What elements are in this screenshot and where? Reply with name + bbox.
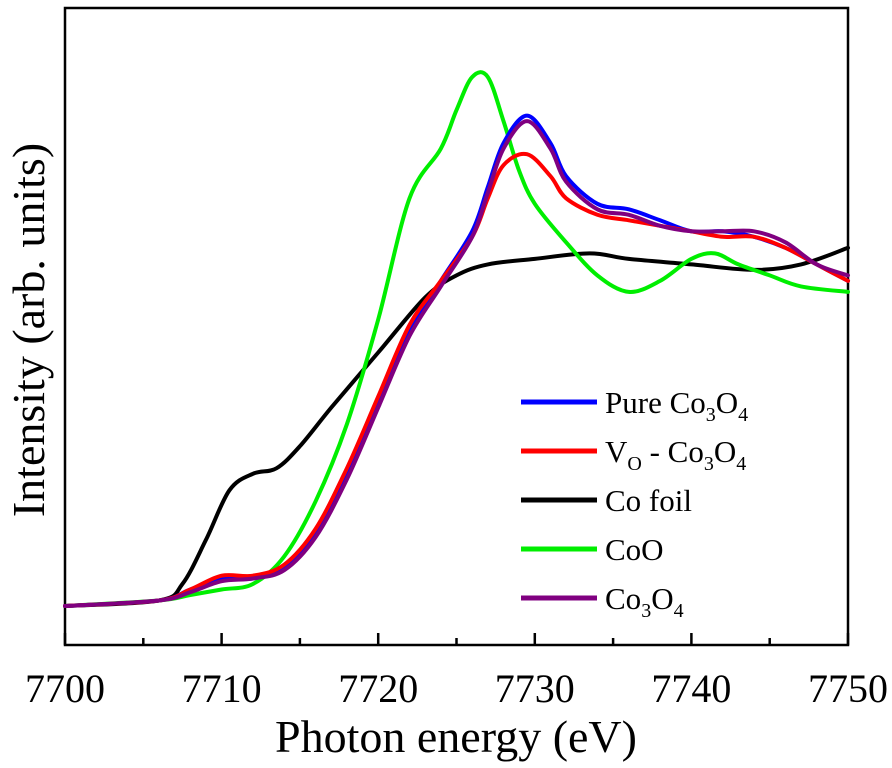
legend-label-vo-co3o4: VO - Co3O4 [605, 434, 746, 475]
y-axis-title: Intensity (arb. units) [3, 143, 54, 517]
x-tick-label-7700: 7700 [25, 666, 105, 711]
series-layer [63, 70, 850, 608]
ticks-layer [63, 633, 850, 645]
legend-label-pure-co3o4: Pure Co3O4 [605, 385, 748, 426]
plot-frame [63, 6, 850, 647]
series-line-pure-co3o4 [63, 113, 850, 608]
x-tick-labels: 7700 7710 7720 7730 7740 7750 [25, 666, 888, 711]
legend: Pure Co3O4 VO - Co3O4 Co foil CoO Co3O4 [521, 385, 748, 622]
x-tick-label-7740: 7740 [651, 666, 731, 711]
legend-label-co3o4: Co3O4 [605, 581, 684, 622]
x-tick-label-7720: 7720 [338, 666, 418, 711]
series-line-coo [63, 70, 850, 608]
legend-label-co-foil: Co foil [605, 483, 692, 518]
series-line-vo-co3o4 [63, 151, 850, 608]
legend-label-coo: CoO [605, 532, 664, 567]
x-tick-label-7750: 7750 [808, 666, 888, 711]
series-line-co-foil [63, 245, 850, 608]
series-line-co3o4 [63, 119, 850, 608]
x-tick-label-7710: 7710 [182, 666, 262, 711]
x-axis-title: Photon energy (eV) [275, 711, 637, 762]
x-tick-label-7730: 7730 [495, 666, 575, 711]
